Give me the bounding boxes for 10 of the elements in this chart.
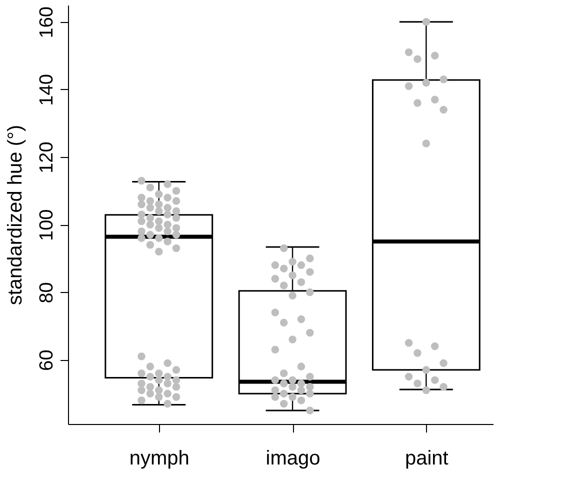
y-tick-label: 120 — [36, 142, 58, 174]
y-axis-title: standardized hue (°) — [4, 124, 26, 306]
y-tick-label: 140 — [36, 74, 58, 106]
x-tick-label: imago — [266, 448, 320, 470]
x-tick-label: nymph — [129, 448, 190, 470]
y-tick-label: 80 — [36, 282, 58, 304]
y-tick-label: 160 — [36, 6, 58, 38]
x-tick-label: paint — [404, 448, 449, 470]
y-tick-label: 60 — [36, 350, 58, 371]
y-tick-label: 100 — [36, 209, 58, 241]
